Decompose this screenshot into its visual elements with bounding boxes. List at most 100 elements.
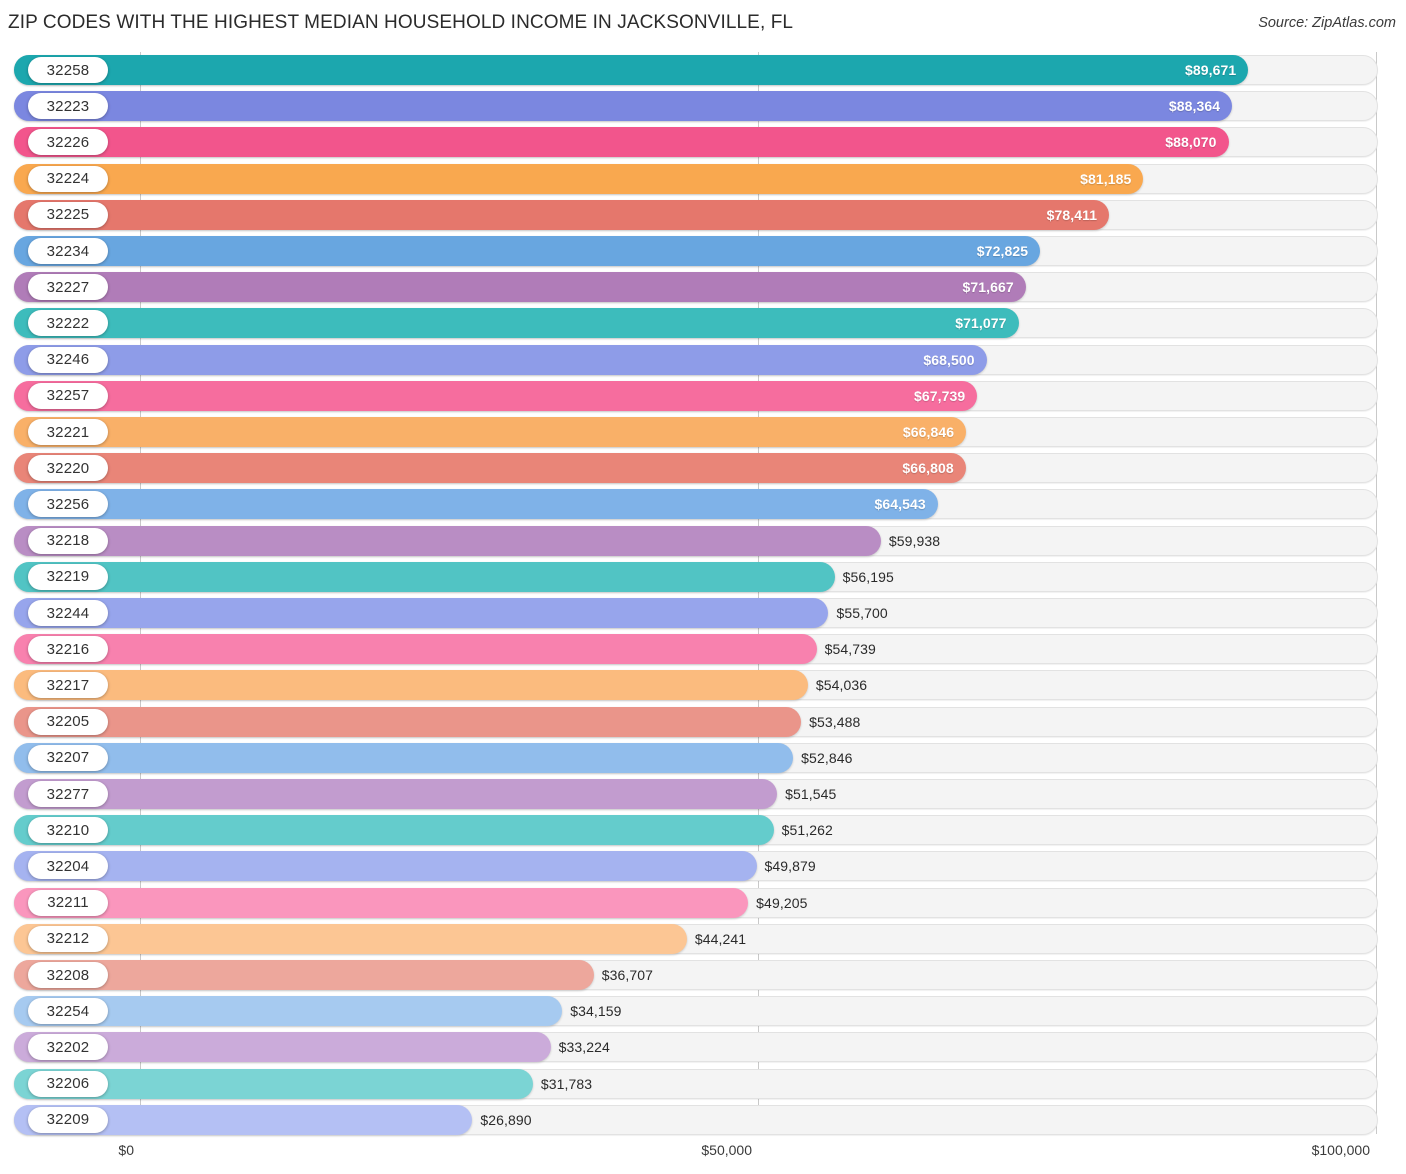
bar[interactable] (14, 706, 802, 737)
axis-tick-label: $0 (118, 1142, 134, 1158)
zip-code-label: 32221 (28, 419, 108, 445)
bar-row: 32257 $67,739 (0, 380, 1406, 411)
zip-code-label: 32277 (28, 781, 108, 807)
bar-row: 32204 $49,879 (0, 851, 1406, 882)
bar[interactable] (14, 272, 1026, 303)
zip-code-label: 32206 (28, 1070, 108, 1097)
bar-value-label: $71,667 (962, 279, 1014, 296)
bar-value-label: $72,825 (976, 243, 1029, 259)
bar-row: 32277 $51,545 (0, 779, 1406, 809)
bar-value-label: $54,739 (824, 641, 876, 658)
zip-code-label: 32226 (28, 129, 108, 156)
bar-row: 32222 $71,077 (0, 308, 1406, 339)
bar-value-label: $26,890 (480, 1111, 532, 1128)
bar-row: 32216 $54,739 (0, 634, 1406, 665)
bar[interactable] (14, 417, 967, 447)
bar-value-label: $54,036 (815, 677, 868, 694)
bar[interactable] (14, 163, 1144, 194)
bar-value-label: $51,545 (785, 786, 837, 802)
bar[interactable] (14, 236, 1041, 266)
zip-code-label: 32207 (28, 744, 108, 771)
bar-row: 32220 $66,808 (0, 453, 1406, 484)
zip-code-label: 32211 (28, 889, 108, 916)
bar-value-label: $88,070 (1165, 134, 1217, 151)
bar-row: 32219 $56,195 (0, 561, 1406, 592)
zip-code-label: 32210 (28, 817, 108, 844)
bar-value-label: $52,846 (801, 749, 853, 766)
bar-value-label: $67,739 (913, 387, 966, 404)
zip-code-label: 32202 (28, 1034, 108, 1061)
bar-row: 32254 $34,159 (0, 996, 1406, 1027)
bar[interactable] (14, 55, 1249, 85)
bar-value-label: $55,700 (836, 605, 888, 621)
bar[interactable] (14, 308, 1019, 339)
zip-code-label: 32219 (28, 563, 108, 590)
bar-row: 32218 $59,938 (0, 525, 1406, 556)
bar-value-label: $88,364 (1168, 98, 1221, 115)
zip-code-label: 32216 (28, 636, 108, 663)
bar[interactable] (14, 779, 778, 809)
bar[interactable] (14, 561, 835, 592)
bar-row: 32205 $53,488 (0, 706, 1406, 737)
axis-tick-label: $50,000 (701, 1142, 752, 1158)
bar[interactable] (14, 489, 938, 520)
bar-row: 32224 $81,185 (0, 163, 1406, 194)
bar-value-label: $44,241 (694, 930, 747, 947)
bar[interactable] (14, 91, 1233, 122)
bar-value-label: $71,077 (955, 315, 1007, 332)
zip-code-label: 32257 (28, 382, 108, 409)
bar-value-label: $31,783 (540, 1075, 593, 1092)
bar-row: 32217 $54,036 (0, 670, 1406, 701)
bar[interactable] (14, 127, 1229, 158)
zip-code-label: 32222 (28, 310, 108, 337)
bar-value-label: $51,262 (781, 822, 833, 839)
zip-code-label: 32220 (28, 455, 108, 482)
bar-row: 32202 $33,224 (0, 1032, 1406, 1063)
bar-row: 32234 $72,825 (0, 236, 1406, 266)
bar-row: 32209 $26,890 (0, 1104, 1406, 1135)
bar[interactable] (14, 960, 594, 990)
bar[interactable] (14, 453, 966, 484)
bar-row: 32246 $68,500 (0, 344, 1406, 375)
bar-value-label: $64,543 (874, 496, 926, 513)
bar-value-label: $59,938 (888, 532, 941, 549)
bar[interactable] (14, 525, 881, 556)
bar[interactable] (14, 380, 978, 411)
bar-value-label: $89,671 (1185, 62, 1237, 78)
bar[interactable] (14, 742, 794, 773)
bar-value-label: $34,159 (570, 1003, 622, 1020)
bar-row: 32244 $55,700 (0, 598, 1406, 628)
bar[interactable] (14, 923, 687, 954)
bar[interactable] (14, 199, 1110, 230)
bar[interactable] (14, 634, 817, 665)
bar-value-label: $56,195 (842, 568, 894, 585)
zip-code-label: 32244 (28, 600, 108, 626)
zip-code-label: 32225 (28, 201, 108, 228)
bar-value-label: $66,846 (902, 424, 955, 440)
bar-row: 32208 $36,707 (0, 960, 1406, 990)
bar-row: 32256 $64,543 (0, 489, 1406, 520)
zip-code-label: 32246 (28, 346, 108, 373)
bar-row: 32221 $66,846 (0, 417, 1406, 447)
chart-header: ZIP CODES WITH THE HIGHEST MEDIAN HOUSEH… (0, 0, 1406, 44)
axis-tick-label: $100,000 (1311, 1142, 1370, 1158)
bar-row: 32223 $88,364 (0, 91, 1406, 122)
zip-code-label: 32209 (28, 1106, 108, 1133)
bar[interactable] (14, 670, 808, 701)
chart-plot-area: 32258 $89,671 32223 $88,364 32226 $88,070 3222… (0, 52, 1406, 1135)
bar[interactable] (14, 815, 774, 846)
bar[interactable] (14, 887, 749, 918)
zip-code-label: 32218 (28, 527, 108, 554)
bar[interactable] (14, 851, 757, 882)
zip-code-label: 32205 (28, 708, 108, 735)
bar-row: 32227 $71,667 (0, 272, 1406, 303)
bar[interactable] (14, 598, 829, 628)
zip-code-label: 32256 (28, 491, 108, 518)
bar-value-label: $49,205 (756, 894, 808, 911)
bar-value-label: $33,224 (558, 1039, 610, 1056)
bar-row: 32212 $44,241 (0, 923, 1406, 954)
x-axis: $0 $50,000 $100,000 (0, 1134, 1406, 1174)
bar[interactable] (14, 344, 987, 375)
zip-code-label: 32254 (28, 998, 108, 1025)
